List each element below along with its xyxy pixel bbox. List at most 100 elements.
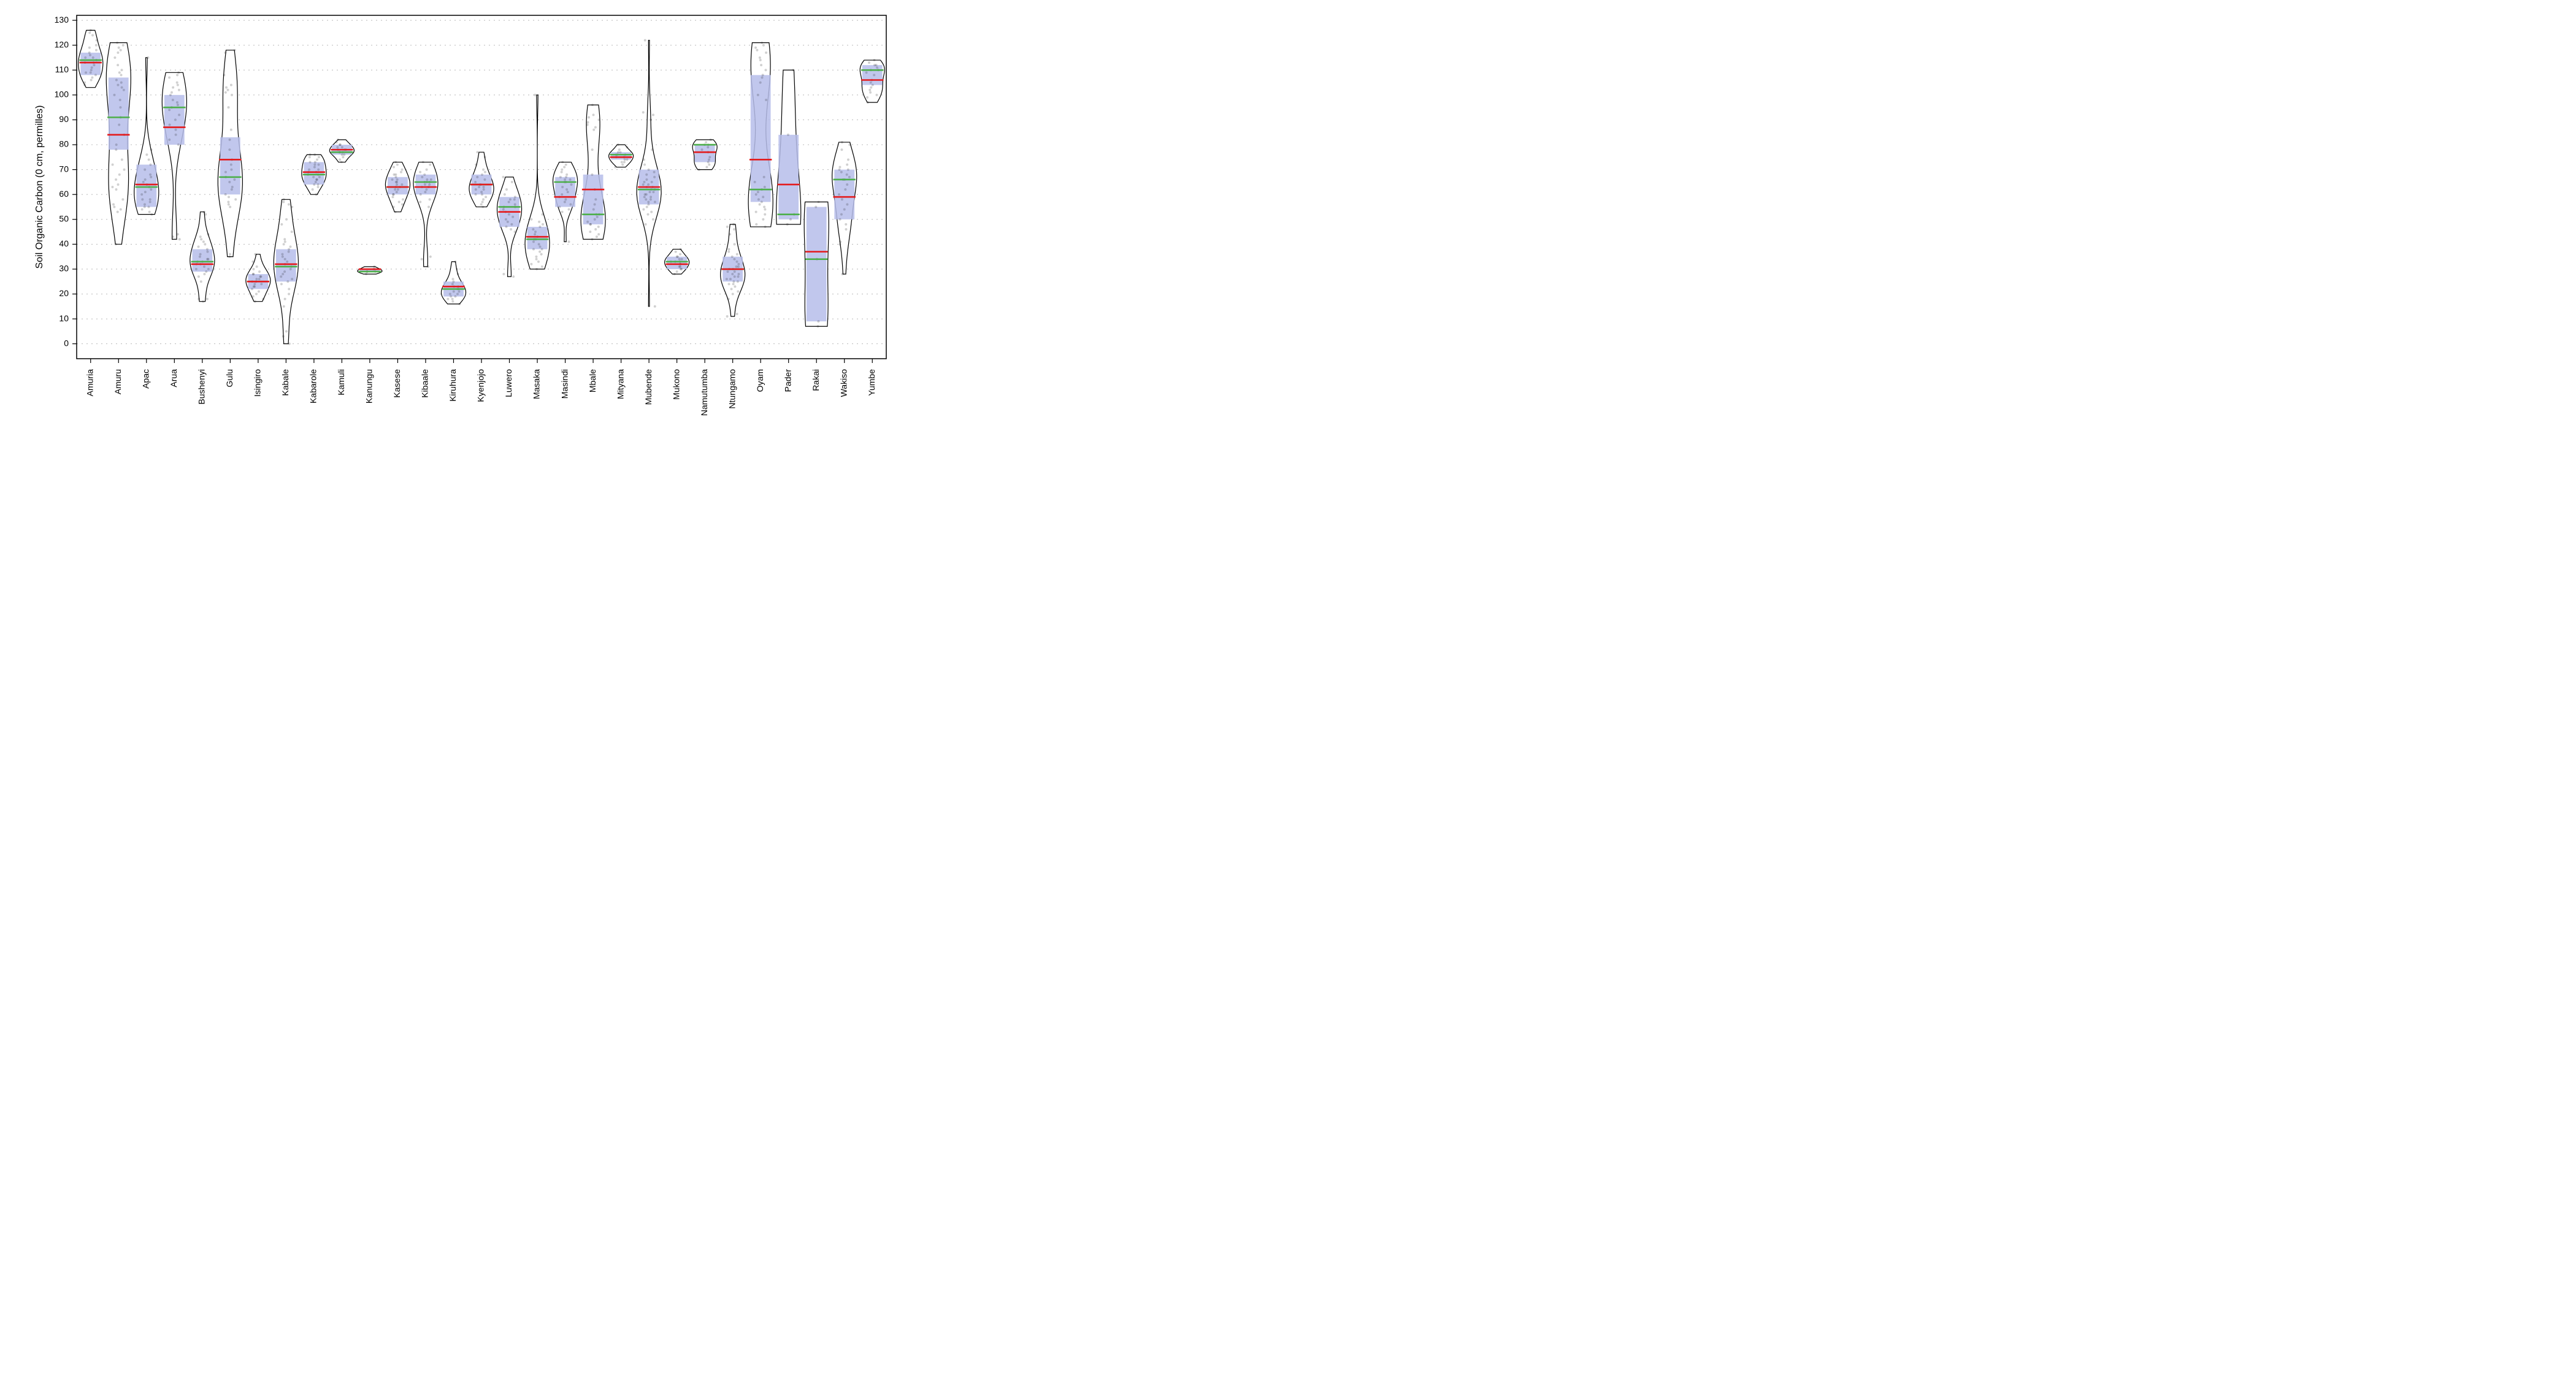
data-point <box>675 251 677 253</box>
svg-text:Soil Organic Carbon (0 cm, per: Soil Organic Carbon (0 cm, permilles) <box>34 105 45 269</box>
data-point <box>532 240 535 243</box>
data-point <box>761 201 763 203</box>
iqr-box <box>136 164 156 207</box>
data-point <box>456 292 459 295</box>
data-point <box>475 163 477 166</box>
data-point <box>846 174 848 176</box>
data-point <box>734 270 736 273</box>
data-point <box>204 243 206 245</box>
data-point <box>172 235 174 238</box>
data-point <box>224 171 227 174</box>
data-point <box>95 49 98 52</box>
data-point <box>618 148 621 151</box>
data-point <box>621 161 623 163</box>
data-point <box>512 216 514 218</box>
data-point <box>481 201 484 203</box>
data-point <box>505 188 508 191</box>
data-point <box>229 253 231 256</box>
data-point <box>228 106 230 109</box>
data-point <box>177 71 180 74</box>
data-point <box>502 273 505 275</box>
data-point <box>111 186 113 188</box>
data-point <box>848 176 851 178</box>
data-point <box>732 283 735 285</box>
data-point <box>651 181 653 183</box>
data-point <box>401 183 403 186</box>
data-point <box>762 196 764 198</box>
data-point <box>868 61 870 64</box>
data-point <box>588 116 590 118</box>
iqr-box <box>276 249 296 281</box>
data-point <box>649 191 651 193</box>
data-point <box>476 176 478 178</box>
data-point <box>206 298 209 300</box>
data-point <box>765 52 767 54</box>
data-point <box>762 218 764 221</box>
data-point <box>288 203 290 205</box>
data-point <box>677 256 679 258</box>
data-point <box>647 183 650 186</box>
data-point <box>565 174 568 176</box>
svg-text:Apac: Apac <box>140 369 150 389</box>
svg-text:Kyenjojo: Kyenjojo <box>476 369 486 402</box>
data-point <box>169 124 171 126</box>
data-point <box>730 288 733 290</box>
data-point <box>869 91 872 94</box>
data-point <box>121 158 123 161</box>
data-point <box>123 89 125 91</box>
data-point <box>117 183 120 186</box>
data-point <box>451 283 454 285</box>
data-point <box>762 74 764 76</box>
data-point <box>542 223 544 226</box>
iqr-box <box>695 145 715 162</box>
data-point <box>507 221 509 223</box>
data-point <box>510 228 512 231</box>
data-point <box>224 52 226 54</box>
data-point <box>597 233 600 235</box>
data-point <box>88 52 91 54</box>
data-point <box>843 208 846 211</box>
data-point <box>561 186 564 188</box>
data-point <box>653 171 656 174</box>
data-point <box>756 49 758 52</box>
data-point <box>90 29 92 31</box>
data-point <box>176 74 178 76</box>
data-point <box>789 218 792 221</box>
data-point <box>732 292 734 295</box>
svg-text:Kamuli: Kamuli <box>336 369 346 395</box>
data-point <box>230 163 232 166</box>
data-point <box>645 223 647 226</box>
data-point <box>539 251 541 253</box>
data-point <box>122 44 125 47</box>
data-point <box>565 163 567 166</box>
data-point <box>847 158 849 161</box>
data-point <box>96 39 98 42</box>
data-point <box>737 273 740 275</box>
data-point <box>481 174 483 176</box>
data-point <box>591 148 594 151</box>
data-point <box>838 166 841 169</box>
data-point <box>259 275 262 278</box>
data-point <box>643 158 645 161</box>
data-point <box>207 258 210 261</box>
svg-text:Masaka: Masaka <box>532 369 542 399</box>
svg-text:80: 80 <box>59 139 69 149</box>
data-point <box>402 198 404 201</box>
data-point <box>168 109 171 111</box>
data-point <box>755 193 757 196</box>
data-point <box>172 86 174 89</box>
data-point <box>873 64 876 66</box>
data-point <box>817 320 819 323</box>
data-point <box>452 278 454 280</box>
data-point <box>144 178 147 181</box>
data-point <box>534 94 536 96</box>
data-point <box>484 171 486 174</box>
data-point <box>85 71 87 74</box>
data-point <box>148 158 150 161</box>
data-point <box>654 201 656 203</box>
data-point <box>115 148 117 151</box>
data-point <box>591 174 593 176</box>
data-point <box>150 213 153 216</box>
data-point <box>597 226 600 228</box>
data-point <box>707 146 709 148</box>
